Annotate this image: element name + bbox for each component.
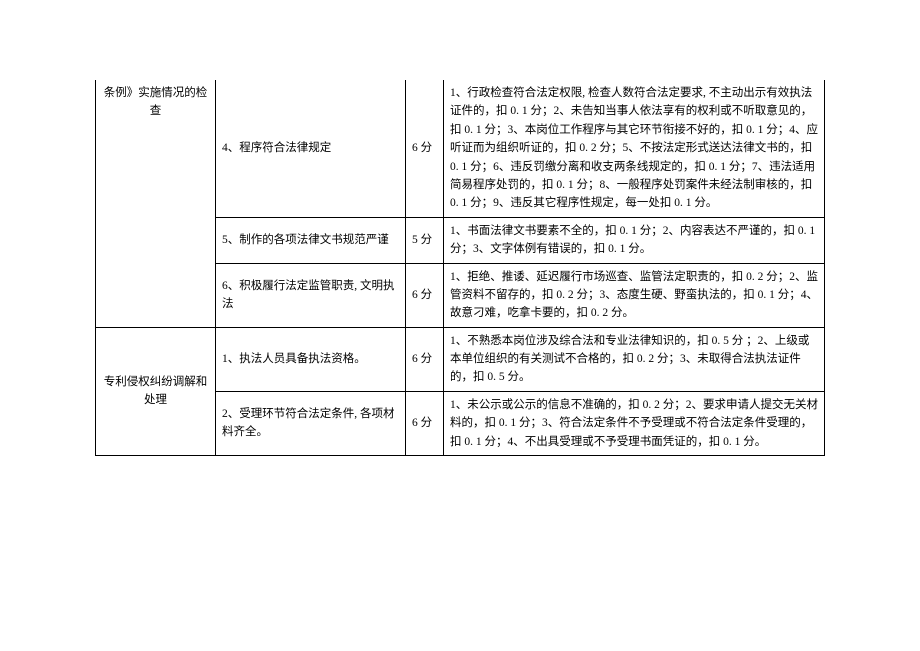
detail-cell: 1、行政检查符合法定权限, 检查人数符合法定要求, 不主动出示有效执法证件的，扣… [444,80,825,217]
table-body: 条例》实施情况的检查 4、程序符合法律规定 6 分 1、行政检查符合法定权限, … [96,80,825,456]
detail-cell: 1、拒绝、推诿、延迟履行市场巡查、监管法定职责的，扣 0. 2 分；2、监管资料… [444,263,825,327]
table-row: 条例》实施情况的检查 4、程序符合法律规定 6 分 1、行政检查符合法定权限, … [96,80,825,217]
score-cell: 6 分 [406,80,444,217]
category-cell: 条例》实施情况的检查 [96,80,216,327]
table-row: 专利侵权纠纷调解和处理 1、执法人员具备执法资格。 6 分 1、不熟悉本岗位涉及… [96,327,825,391]
detail-cell: 1、未公示或公示的信息不准确的，扣 0. 2 分；2、要求申请人提交无关材料的，… [444,391,825,455]
detail-cell: 1、书面法律文书要素不全的，扣 0. 1 分；2、内容表达不严谨的，扣 0. 1… [444,217,825,263]
detail-cell: 1、不熟悉本岗位涉及综合法和专业法律知识的，扣 0. 5 分 ；2、上级或本单位… [444,327,825,391]
item-cell: 2、受理环节符合法定条件, 各项材料齐全。 [216,391,406,455]
item-cell: 5、制作的各项法律文书规范严谨 [216,217,406,263]
category-cell: 专利侵权纠纷调解和处理 [96,327,216,455]
score-cell: 6 分 [406,327,444,391]
score-cell: 6 分 [406,391,444,455]
item-cell: 4、程序符合法律规定 [216,80,406,217]
item-cell: 1、执法人员具备执法资格。 [216,327,406,391]
score-cell: 6 分 [406,263,444,327]
score-cell: 5 分 [406,217,444,263]
item-cell: 6、积极履行法定监管职责, 文明执法 [216,263,406,327]
assessment-table: 条例》实施情况的检查 4、程序符合法律规定 6 分 1、行政检查符合法定权限, … [95,80,825,456]
